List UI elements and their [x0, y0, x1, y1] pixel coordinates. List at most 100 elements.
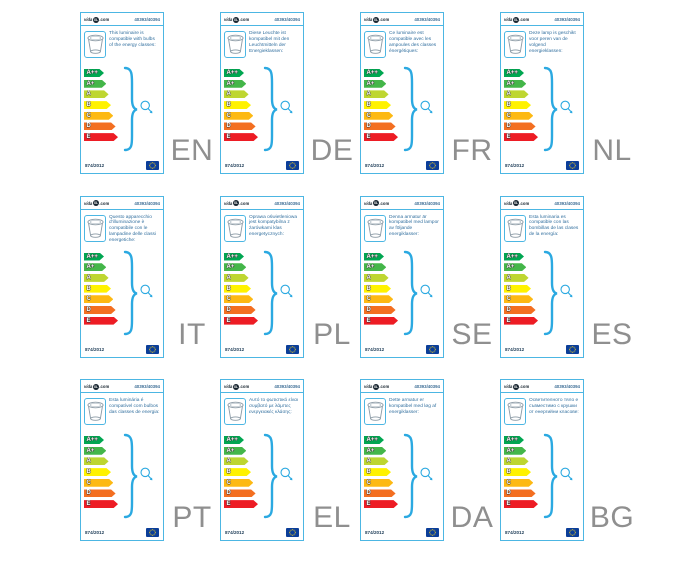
energy-class-label: C: [86, 296, 91, 303]
brace-icon: [403, 250, 418, 335]
brand-suffix: .com: [99, 384, 110, 389]
energy-class-bar: E: [504, 133, 538, 141]
energy-class-bar: E: [224, 317, 258, 325]
brand-prefix: vida: [504, 200, 513, 206]
energy-class-bar: A++: [84, 436, 104, 444]
brand-suffix: .com: [379, 200, 390, 206]
bulb-icon: [420, 467, 433, 481]
energy-class-bar: A++: [504, 253, 524, 261]
energy-class-bar: A+: [364, 263, 386, 271]
lamp-socket-box: [84, 214, 106, 242]
energy-class-bar: D: [504, 122, 536, 130]
energy-class-label: C: [366, 112, 371, 119]
language-code: EL: [313, 501, 351, 534]
lamp-socket-box: [504, 398, 526, 425]
energy-class-label: D: [366, 123, 371, 130]
bulb-icon: [140, 284, 153, 297]
energy-class-list: A++ A+ A B C D E: [504, 253, 538, 328]
brand-suffix: .com: [239, 200, 250, 206]
energy-class-bar: E: [364, 317, 398, 325]
lamp-socket-icon: [506, 218, 524, 238]
description-row: Oprawa oświetleniowa jest kompatybilna z…: [221, 214, 303, 242]
energy-class-bar: A+: [504, 447, 526, 455]
energy-scale: A++ A+ A B C D E: [364, 433, 441, 519]
energy-class-bar: C: [364, 479, 393, 487]
energy-class-label: A+: [86, 264, 95, 271]
lamp-socket-box: [224, 398, 246, 425]
energy-class-label: C: [366, 296, 371, 303]
energy-class-label: C: [86, 112, 91, 119]
energy-class-bar: A+: [364, 80, 386, 88]
energy-class-bar: D: [84, 489, 116, 497]
energy-class-bar: A++: [224, 253, 244, 261]
energy-class-label: D: [506, 306, 511, 313]
lamp-socket-icon: [226, 401, 244, 421]
energy-class-bar: D: [224, 122, 256, 130]
brand-prefix: vida: [504, 384, 513, 389]
energy-class-label: D: [366, 306, 371, 313]
vidaxl-logo: vida XL .com: [504, 16, 529, 23]
energy-class-label: E: [226, 501, 231, 508]
eu-flag-icon: [566, 528, 579, 537]
energy-class-label: A: [366, 91, 371, 98]
energy-scale: A++ A+ A B C D E: [504, 250, 581, 335]
energy-class-label: A: [506, 458, 511, 465]
description-row: Dette armatur er kompatibel med løg af e…: [361, 398, 443, 425]
energy-class-bar: C: [84, 112, 113, 120]
card-footer: 874/2012: [85, 161, 159, 170]
energy-class-label: A++: [366, 70, 378, 76]
energy-class-label: A: [86, 458, 91, 465]
description-text: Oprawa oświetleniowa jest kompatybilna z…: [249, 214, 297, 238]
item-number: 40393/40394: [554, 384, 580, 389]
language-code: NL: [592, 134, 632, 167]
bulb-icon: [140, 100, 153, 114]
card-header: vida XL .com 40393/40394: [221, 13, 303, 26]
brand-suffix: .com: [99, 200, 110, 206]
lamp-socket-icon: [506, 34, 524, 54]
label-cell: vida XL .com 40393/40394 Denna arma: [360, 195, 500, 380]
energy-class-bar: A+: [224, 447, 246, 455]
energy-label-card: vida XL .com 40393/40394 Αυτό το φω: [220, 379, 304, 541]
regulation-number: 874/2012: [225, 530, 245, 535]
bulb-icon: [280, 100, 293, 114]
energy-label-card: vida XL .com 40393/40394 Осветителн: [500, 379, 584, 541]
brand-prefix: vida: [364, 384, 373, 389]
regulation-number: 874/2012: [365, 163, 385, 168]
brace-icon: [263, 66, 278, 152]
language-code: BG: [589, 501, 635, 534]
brace-icon: [543, 250, 558, 335]
energy-class-label: A++: [226, 437, 238, 443]
energy-class-bar: C: [504, 295, 533, 303]
energy-class-label: A+: [226, 80, 235, 87]
item-number: 40393/40394: [554, 17, 580, 22]
description-row: Esta luminária é compatível com bulbos d…: [81, 398, 163, 425]
energy-class-label: C: [226, 112, 231, 119]
xl-badge: XL: [372, 16, 379, 23]
bulb-icon: [560, 100, 573, 114]
energy-class-bar: A: [224, 90, 249, 98]
energy-class-list: A++ A+ A B C D E: [224, 436, 258, 511]
language-code: SE: [451, 317, 493, 351]
energy-class-label: B: [226, 469, 231, 476]
eu-flag-icon: [286, 344, 299, 354]
energy-class-label: A: [506, 274, 511, 281]
description-row: Esta luminaria es compatible con las bom…: [501, 214, 583, 242]
energy-class-bar: A: [84, 90, 109, 98]
energy-class-bar: C: [224, 112, 253, 120]
energy-scale: A++ A+ A B C D E: [364, 66, 441, 152]
energy-label-card: vida XL .com 40393/40394 This lumin: [80, 12, 164, 174]
energy-class-bar: D: [504, 306, 536, 314]
energy-class-label: D: [86, 306, 91, 313]
energy-class-label: D: [366, 490, 371, 497]
lamp-socket-icon: [366, 34, 384, 54]
energy-class-label: C: [506, 296, 511, 303]
energy-class-bar: A+: [504, 263, 526, 271]
description-text: Dette armatur er kompatibel med løg af e…: [389, 398, 437, 415]
energy-class-label: A++: [366, 437, 378, 443]
energy-class-bar: E: [84, 133, 118, 141]
energy-scale: A++ A+ A B C D E: [224, 66, 301, 152]
energy-class-list: A++ A+ A B C D E: [84, 69, 118, 144]
vidaxl-logo: vida XL .com: [364, 16, 389, 23]
regulation-number: 874/2012: [225, 346, 245, 352]
energy-class-bar: A: [504, 457, 529, 465]
